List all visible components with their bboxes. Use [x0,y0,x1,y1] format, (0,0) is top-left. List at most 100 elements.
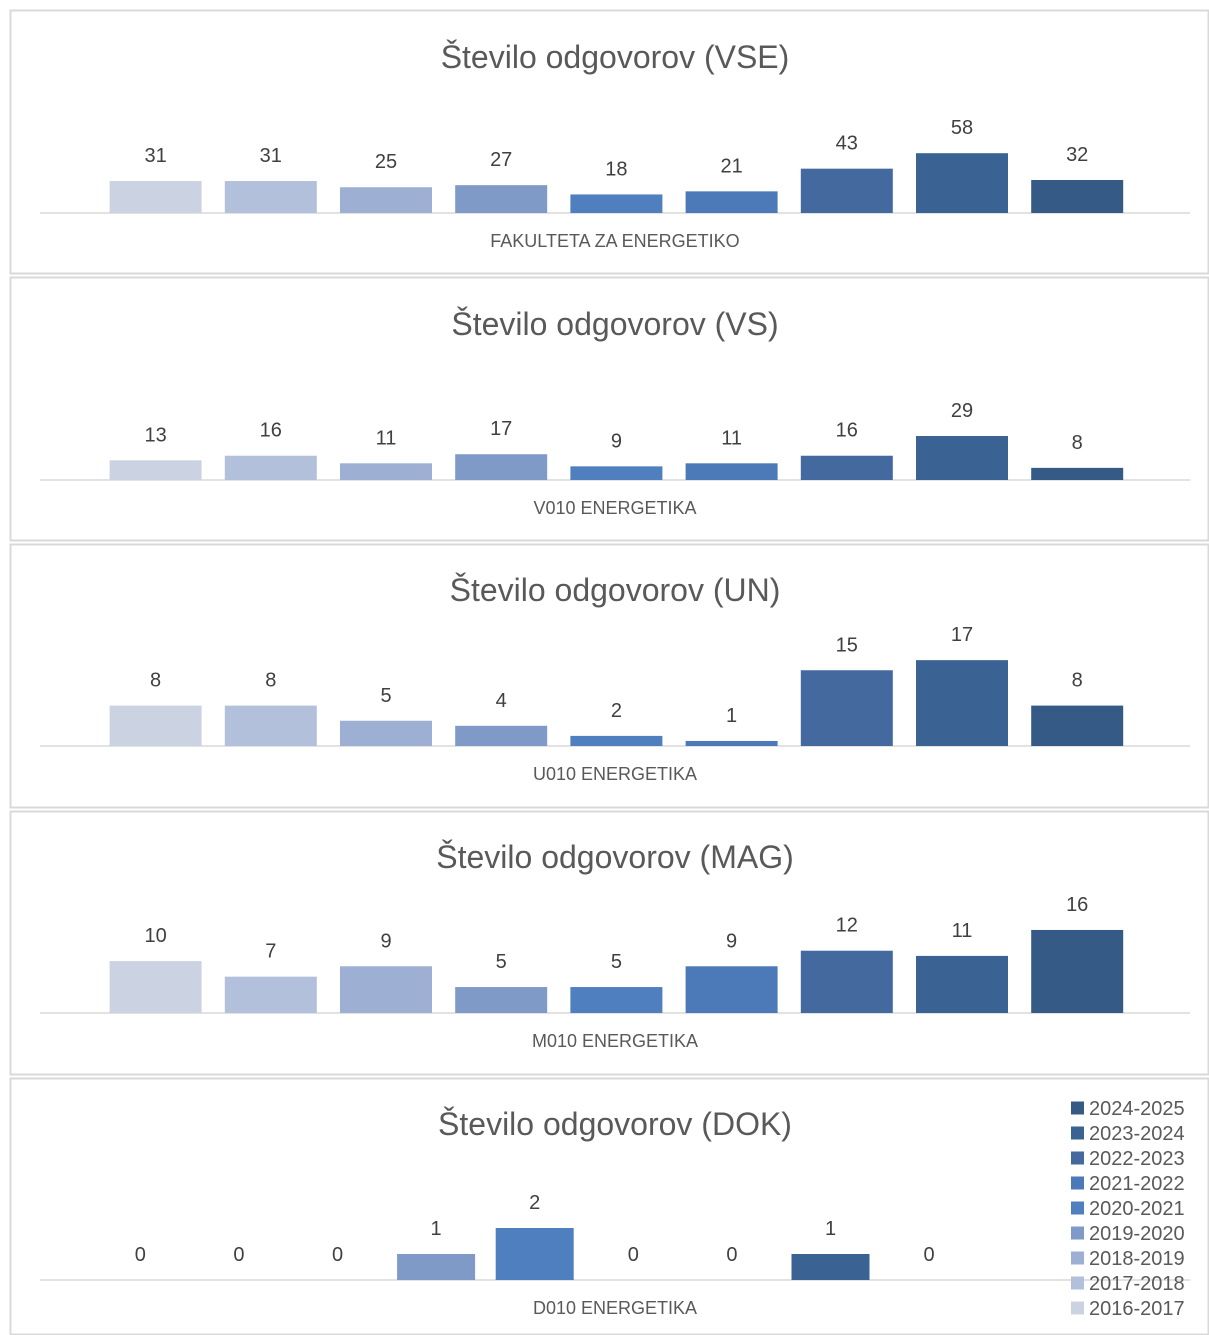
bar-2022-2023 [800,168,893,213]
chart-panel-4: Število odgovorov (MAG) 10 7 9 5 5 9 12 11 16 M010… [9,810,1209,1076]
legend-swatch-2017-2018 [1071,1276,1084,1290]
legend-swatch-2022-2023 [1071,1151,1084,1165]
bar-2016-2017 [109,961,202,1013]
data-label-2021-2022: 11 [721,427,742,449]
chart-frame [9,543,1209,809]
legend-entry-2022-2023: 2022-2023 [1089,1148,1185,1170]
data-label-2016-2017: 13 [144,424,166,446]
data-label-2018-2019: 9 [380,930,391,952]
category-label: D010 ENERGETIKA [533,1298,697,1318]
data-label-2017-2018: 8 [265,670,276,692]
legend-entry-2016-2017: 2016-2017 [1089,1298,1185,1320]
bar-2024-2025 [1031,467,1124,480]
bar-2021-2022 [685,966,778,1013]
data-label-2020-2021: 2 [529,1192,540,1214]
data-label-2017-2018: 31 [260,145,282,167]
legend-swatch-2021-2022 [1071,1176,1084,1190]
bar-2020-2021 [570,466,663,480]
bar-2021-2022 [685,740,778,746]
data-label-2016-2017: 31 [144,145,166,167]
bar-2018-2019 [340,463,432,480]
bar-2019-2020 [397,1254,476,1280]
data-label-2020-2021: 9 [611,430,622,452]
bar-2016-2017 [109,181,202,213]
data-label-2024-2025: 16 [1066,894,1088,916]
legend-swatch-2024-2025 [1071,1101,1084,1115]
data-label-2024-2025: 32 [1066,144,1088,166]
data-label-2020-2021: 2 [611,700,622,722]
data-label-2017-2018: 0 [233,1244,244,1266]
data-label-2018-2019: 11 [376,427,397,449]
chart-frame [9,276,1209,542]
bar-2022-2023 [800,670,893,746]
bar-2019-2020 [455,725,548,746]
bar-2022-2023 [800,950,893,1013]
bar-2023-2024 [916,436,1008,480]
data-label-2022-2023: 0 [726,1244,737,1266]
category-label: V010 ENERGETIKA [533,498,696,518]
legend-entry-2018-2019: 2018-2019 [1089,1248,1185,1270]
bar-2024-2025 [1031,705,1124,746]
data-label-2021-2022: 9 [726,930,737,952]
data-label-2021-2022: 21 [720,155,742,177]
bar-2023-2024 [916,660,1008,746]
bar-2018-2019 [340,720,432,746]
bar-2017-2018 [224,455,317,480]
category-label: M010 ENERGETIKA [532,1031,698,1051]
data-label-2016-2017: 0 [135,1244,146,1266]
bar-2021-2022 [685,463,778,480]
data-label-2024-2025: 8 [1072,432,1083,454]
data-label-2023-2024: 1 [825,1218,836,1240]
bar-2024-2025 [1031,929,1124,1013]
data-label-2024-2025: 0 [924,1244,935,1266]
data-label-2022-2023: 12 [836,915,858,937]
bar-2023-2024 [916,153,1008,213]
legend-entry-2021-2022: 2021-2022 [1089,1173,1185,1195]
bar-2019-2020 [455,185,548,213]
data-label-2023-2024: 29 [951,400,973,422]
chart-title: Število odgovorov (DOK) [438,1106,792,1142]
chart-frame [9,9,1209,275]
data-label-2021-2022: 1 [726,705,737,727]
legend-swatch-2019-2020 [1071,1226,1084,1240]
data-label-2021-2022: 0 [628,1244,639,1266]
data-label-2019-2020: 1 [431,1218,442,1240]
bar-2017-2018 [224,705,317,746]
bar-2021-2022 [685,191,778,213]
category-label: U010 ENERGETIKA [533,764,697,784]
chart-title: Število odgovorov (VS) [451,306,778,342]
data-label-2023-2024: 11 [952,920,973,942]
data-label-2018-2019: 25 [375,151,397,173]
chart-panel-5: Število odgovorov (DOK) 0 0 0 1 2 0 0 1 0 D010 ENE… [9,1077,1209,1335]
data-label-2022-2023: 15 [836,634,858,656]
bar-2020-2021 [570,987,663,1013]
legend-entry-2023-2024: 2023-2024 [1089,1123,1185,1145]
data-label-2018-2019: 0 [332,1244,343,1266]
data-label-2022-2023: 16 [836,420,858,442]
data-label-2017-2018: 7 [265,941,276,963]
chart-panel-2: Število odgovorov (VS) 13 16 11 17 9 11 16 29 8 V0… [9,276,1209,542]
data-label-2019-2020: 4 [496,690,507,712]
data-label-2020-2021: 18 [605,158,627,180]
bar-2018-2019 [340,966,432,1013]
data-label-2019-2020: 17 [490,418,512,440]
bar-2017-2018 [224,976,317,1013]
data-label-2019-2020: 27 [490,149,512,171]
bar-2016-2017 [109,705,202,746]
bar-2019-2020 [455,987,548,1013]
chart-frame [9,1077,1209,1335]
legend-swatch-2018-2019 [1071,1251,1084,1265]
data-label-2022-2023: 43 [836,133,858,155]
legend-swatch-2020-2021 [1071,1201,1084,1215]
chart-title: Število odgovorov (MAG) [436,839,793,875]
bar-2024-2025 [1031,180,1124,213]
legend-swatch-2023-2024 [1071,1126,1084,1140]
chart-frame [9,810,1209,1076]
chart-panel-3: Število odgovorov (UN) 8 8 5 4 2 1 15 17 8 U010 EN… [9,543,1209,809]
data-label-2023-2024: 58 [951,117,973,139]
bar-2020-2021 [570,735,663,746]
data-label-2018-2019: 5 [380,685,391,707]
chart-title: Število odgovorov (VSE) [441,39,790,75]
bar-2023-2024 [791,1254,870,1280]
